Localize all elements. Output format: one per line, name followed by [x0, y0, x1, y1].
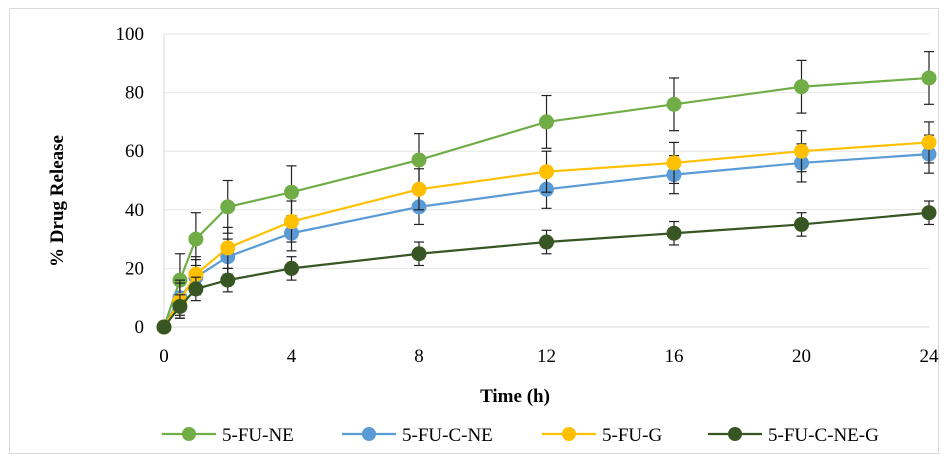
legend-swatch-marker — [362, 427, 376, 441]
legend-item: 5-FU-NE — [162, 425, 294, 446]
data-point — [539, 234, 554, 250]
legend-item: 5-FU-C-NE-G — [708, 425, 879, 446]
y-tick-label: 80 — [125, 83, 144, 104]
chart-frame: 0 20 40 60 80 100 0 4 8 12 16 20 24 Time (h) % Drug … — [9, 8, 939, 454]
data-point — [188, 231, 204, 247]
legend-item: 5-FU-G — [542, 425, 662, 446]
data-point — [220, 240, 236, 256]
legend-swatch-marker — [728, 427, 742, 441]
data-point — [411, 246, 427, 262]
x-tick-label: 12 — [537, 346, 556, 367]
data-point — [539, 164, 554, 180]
data-point — [220, 199, 236, 215]
data-point — [411, 181, 427, 197]
y-tick-label: 20 — [125, 258, 144, 279]
legend-label: 5-FU-C-NE-G — [768, 425, 879, 446]
x-tick-label: 24 — [920, 346, 940, 367]
line-chart: 0 20 40 60 80 100 0 4 8 12 16 20 24 Time (h) % Drug … — [47, 24, 940, 446]
legend-item: 5-FU-C-NE — [342, 425, 493, 446]
legend-swatch-marker — [562, 427, 576, 441]
series-2 — [156, 121, 937, 335]
data-point — [666, 155, 682, 171]
data-point — [284, 260, 299, 276]
data-point — [794, 216, 809, 232]
x-axis-title: Time (h) — [480, 386, 550, 407]
data-point — [921, 205, 937, 221]
series-line — [163, 211, 930, 328]
y-tick-label: 100 — [116, 24, 145, 45]
data-point — [172, 298, 188, 314]
x-tick-label: 8 — [414, 346, 424, 367]
data-point — [794, 143, 809, 159]
legend-label: 5-FU-NE — [222, 425, 294, 446]
series-3 — [156, 200, 937, 335]
series-line — [163, 141, 930, 328]
series-line — [162, 76, 930, 328]
data-point — [921, 134, 937, 150]
x-tick-label: 16 — [665, 346, 684, 367]
data-point — [220, 272, 236, 288]
y-tick-label: 60 — [125, 141, 144, 162]
legend-label: 5-FU-C-NE — [402, 425, 493, 446]
data-point — [411, 152, 427, 168]
axis-layer — [163, 34, 929, 328]
data-point — [794, 79, 809, 95]
y-tick-label: 0 — [135, 317, 145, 338]
data-point — [188, 281, 204, 297]
y-axis-title: % Drug Release — [47, 135, 68, 267]
y-tick-label: 40 — [125, 200, 144, 221]
x-tick-label: 0 — [159, 346, 169, 367]
label-layer: 0 20 40 60 80 100 0 4 8 12 16 20 24 — [116, 24, 940, 367]
legend: 5-FU-NE 5-FU-C-NE 5-FU-G 5-FU-C-NE-G — [162, 425, 879, 446]
data-point — [666, 225, 682, 241]
legend-label: 5-FU-G — [602, 425, 662, 446]
x-tick-label: 20 — [792, 346, 811, 367]
data-point — [156, 319, 172, 335]
series-layer — [156, 50, 937, 335]
data-point — [284, 184, 299, 200]
x-tick-label: 4 — [287, 346, 297, 367]
data-point — [666, 96, 682, 112]
data-point — [921, 70, 937, 86]
data-point — [539, 114, 554, 130]
data-point — [284, 214, 299, 230]
legend-swatch-marker — [182, 427, 196, 441]
